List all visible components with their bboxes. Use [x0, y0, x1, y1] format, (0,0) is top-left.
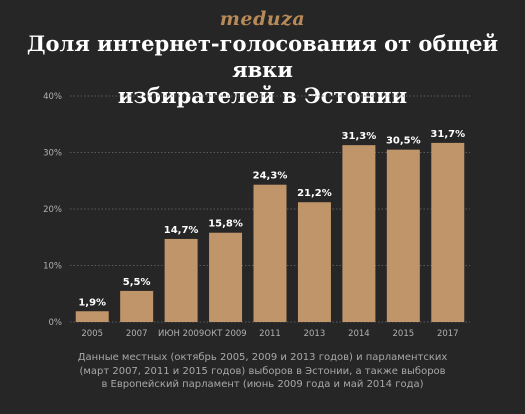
y-axis: 0% 10% 20% 30% 40% — [43, 92, 62, 328]
y-tick-label: 20% — [43, 205, 62, 215]
x-tick-label: 2005 — [81, 329, 103, 339]
x-tick-label: 2014 — [348, 329, 370, 339]
bar-value-label: 24,3% — [253, 171, 288, 182]
bar — [297, 202, 331, 322]
value-labels: 1,9% 5,5% 14,7% 15,8% 24,3% 21,2% 31,3% 30,5% 31… — [78, 129, 465, 308]
bars — [75, 142, 465, 322]
footnote: Данные местных (октябрь 2005, 2009 и 201… — [20, 351, 505, 392]
bar-value-label: 21,2% — [297, 188, 332, 199]
x-tick-label: 2015 — [393, 329, 415, 339]
x-tick-label: ИЮН 2009 — [158, 329, 204, 339]
y-tick-label: 10% — [43, 262, 62, 272]
y-tick-label: 40% — [43, 92, 62, 102]
bar — [253, 184, 287, 322]
footnote-line-3: в Европейский парламент (июнь 2009 года … — [101, 379, 424, 390]
y-tick-label: 0% — [49, 318, 63, 328]
x-tick-label: ОКТ 2009 — [204, 329, 246, 339]
x-axis: 2005 2007 ИЮН 2009 ОКТ 2009 2011 2013 2014 2015… — [81, 329, 458, 339]
chart-title-line-1: Доля интернет-голосования от общей явки — [26, 31, 499, 82]
bar-value-label: 15,8% — [208, 219, 243, 230]
x-tick-label: 2013 — [304, 329, 326, 339]
bar — [120, 290, 154, 322]
x-tick-label: 2011 — [259, 329, 281, 339]
bar — [209, 232, 243, 322]
bar — [431, 142, 465, 322]
bar-value-label: 30,5% — [386, 136, 421, 147]
bar — [75, 311, 109, 322]
bar — [342, 145, 376, 322]
footnote-line-1: Данные местных (октябрь 2005, 2009 и 201… — [77, 352, 448, 363]
bar-value-label: 31,3% — [342, 131, 377, 142]
bar-value-label: 1,9% — [78, 297, 106, 308]
bar-value-label: 31,7% — [430, 129, 465, 140]
bar-value-label: 5,5% — [123, 277, 151, 288]
y-tick-label: 30% — [43, 149, 62, 159]
brand-logo: meduza — [219, 8, 306, 30]
chart-title: Доля интернет-голосования от общей явки … — [10, 31, 515, 109]
bar-value-label: 14,7% — [164, 225, 199, 236]
footnote-line-2: (март 2007, 2011 и 2015 годов) выборов в… — [79, 365, 446, 377]
x-tick-label: 2007 — [126, 329, 148, 339]
bar — [386, 149, 420, 322]
x-tick-label: 2017 — [437, 329, 459, 339]
bar — [164, 238, 198, 322]
